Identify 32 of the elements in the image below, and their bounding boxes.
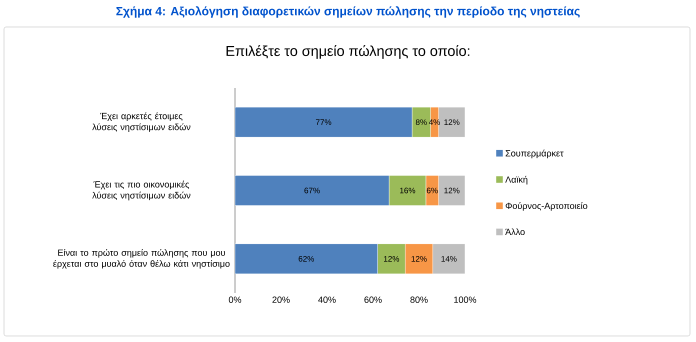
text: Σχήμα 4: Αξιολόγηση διαφορετικών σημείων πώλησης την περίοδο της νηστείας: [116, 6, 580, 18]
data-label: 12%: [412, 256, 427, 262]
legend-label: Άλλο: [505, 228, 525, 236]
data-label: 77%: [316, 119, 332, 125]
bar: [235, 106, 412, 138]
data-label: 62%: [298, 256, 314, 262]
data-label: 67%: [304, 188, 320, 194]
x-tick-label: 100%: [454, 296, 476, 303]
data-label: 12%: [444, 188, 460, 194]
y-tick-label: Έχει τις πιο οικονομικές λύσεις νηστίσιμων ειδών: [92, 180, 190, 200]
legend-label: Φούρνος-Αρτοποιείο: [506, 202, 588, 211]
data-label: 12%: [444, 119, 460, 125]
data-label: 14%: [442, 256, 457, 262]
legend-label: Σουπερμάρκετ: [506, 150, 564, 158]
bar: [235, 175, 390, 206]
bar: [438, 106, 465, 138]
x-tick-label: 60%: [364, 296, 382, 303]
data-label: 6%: [426, 188, 438, 194]
data-label: 8%: [416, 119, 427, 125]
bar: [432, 244, 465, 274]
data-label: 16%: [400, 188, 416, 194]
chart-title: Επιλέξτε το σημείο πώλησης το οποίο:: [226, 45, 470, 59]
x-tick-label: 80%: [410, 296, 428, 303]
y-tick-label: Έχει αρκετές έτοιμες λύσεις νηστίσιμων ειδών: [92, 112, 190, 132]
data-label: 12%: [384, 256, 400, 262]
x-tick-label: 20%: [272, 296, 290, 303]
y-tick-label: Είναι το πρώτο σημείο πώλησης που μου έρχεται στο μυαλό όταν θέλω κάτι νηστίσιμο: [53, 249, 230, 269]
bar: [235, 244, 378, 274]
bar: [438, 175, 465, 206]
x-tick-label: 40%: [318, 296, 336, 303]
legend-label: Λαϊκή: [505, 176, 528, 185]
x-tick-label: 0%: [228, 296, 242, 303]
